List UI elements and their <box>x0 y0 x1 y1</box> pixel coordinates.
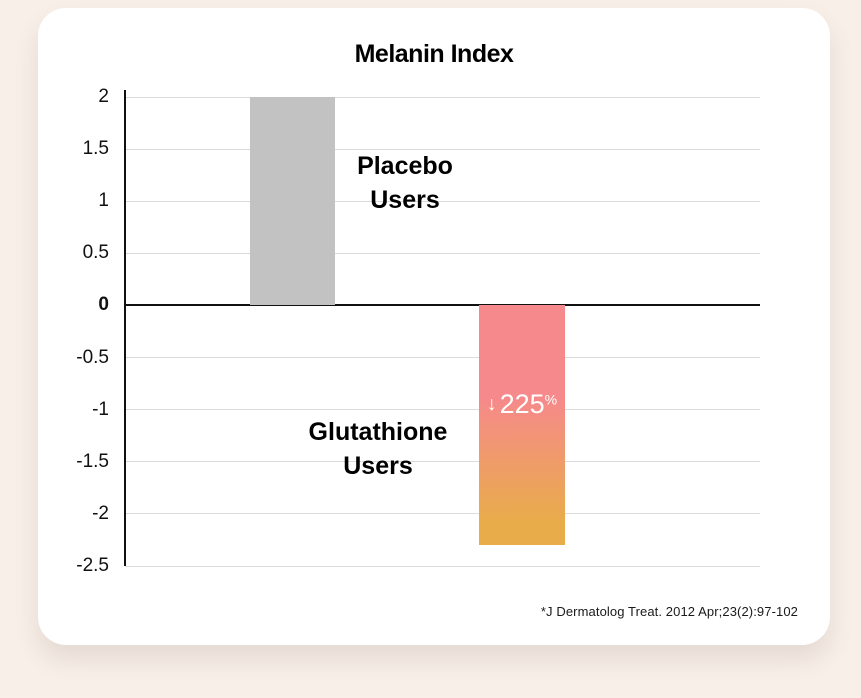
zero-baseline <box>125 304 760 307</box>
y-tick-label: 0 <box>98 294 109 316</box>
gridline <box>125 409 760 411</box>
gridline <box>125 461 760 463</box>
y-tick-label: 0.5 <box>82 242 109 264</box>
percent-sign: % <box>544 391 558 408</box>
source-citation: *J Dermatolog Treat. 2012 Apr;23(2):97-1… <box>540 604 798 619</box>
y-tick-label: 1.5 <box>82 138 109 160</box>
chart-title: Melanin Index <box>354 40 514 68</box>
gridline <box>125 252 760 254</box>
y-tick-label: -1 <box>92 398 109 420</box>
y-tick-label: 1 <box>98 190 109 212</box>
glutathione-bar: ↓ 225% <box>479 305 565 546</box>
gridline <box>125 565 760 567</box>
placebo-label-line1: Placebo <box>357 152 453 180</box>
glutathione-label-line2: Users <box>343 452 413 480</box>
glutathione-users-label: Glutathione Users <box>309 415 448 483</box>
y-tick-label: -2.5 <box>76 555 109 576</box>
y-tick-label: -0.5 <box>76 346 109 368</box>
y-axis-line <box>124 90 126 566</box>
y-tick-label: -1.5 <box>76 450 109 472</box>
gridline <box>125 148 760 150</box>
decrease-value: 225 <box>499 389 545 420</box>
glutathione-label-line1: Glutathione <box>308 418 448 446</box>
gridline <box>125 96 760 98</box>
placebo-users-label: Placebo Users <box>357 149 453 217</box>
down-arrow-icon: ↓ <box>486 392 497 415</box>
plot-area: 2 1.5 1 0.5 0 -0.5 -1 -1.5 -2 -2.5 ↓ 225% Placebo … <box>76 86 760 576</box>
gridline <box>125 200 760 202</box>
y-tick-label: -2 <box>92 502 109 524</box>
placebo-label-line2: Users <box>370 186 440 214</box>
chart-card: Melanin Index 2 1.5 1 0.5 0 -0.5 -1 -1.5 -2 -2.5 … <box>38 8 830 645</box>
gridline <box>125 513 760 515</box>
gridline <box>125 357 760 359</box>
y-tick-label: 2 <box>98 86 109 107</box>
placebo-bar <box>250 97 335 306</box>
decrease-annotation: ↓ 225% <box>479 389 565 420</box>
